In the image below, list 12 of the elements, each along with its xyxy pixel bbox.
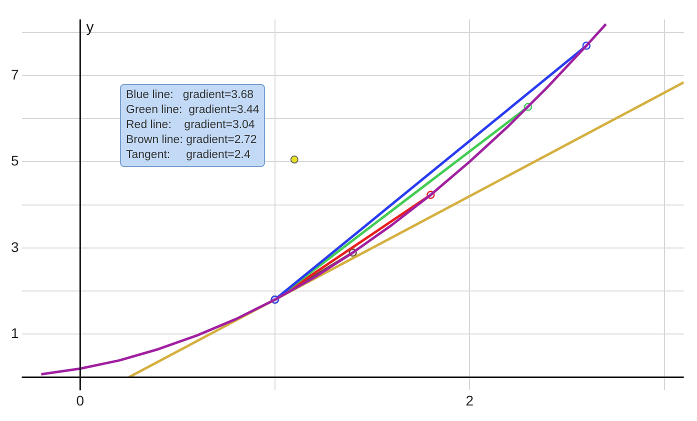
y-tick-label: 5 xyxy=(10,152,19,169)
x-tick-label: 2 xyxy=(466,392,474,408)
y-tick-label: 3 xyxy=(10,238,19,255)
annotation: Red line: gradient=3.04 xyxy=(126,118,256,133)
annotation: Green line: gradient=3.44 xyxy=(126,103,260,118)
y-tick-label: 1 xyxy=(10,325,19,342)
y-tick-label: 7 xyxy=(10,66,19,82)
annotation: Blue line: gradient=3.68 xyxy=(126,88,255,103)
x-tick-label: 0 xyxy=(76,392,84,408)
annotation: Tangent: gradient=2.4 xyxy=(126,148,252,163)
y-axis-title: y xyxy=(86,19,94,36)
annotation: Brown line: gradient=2.72 xyxy=(126,133,258,148)
